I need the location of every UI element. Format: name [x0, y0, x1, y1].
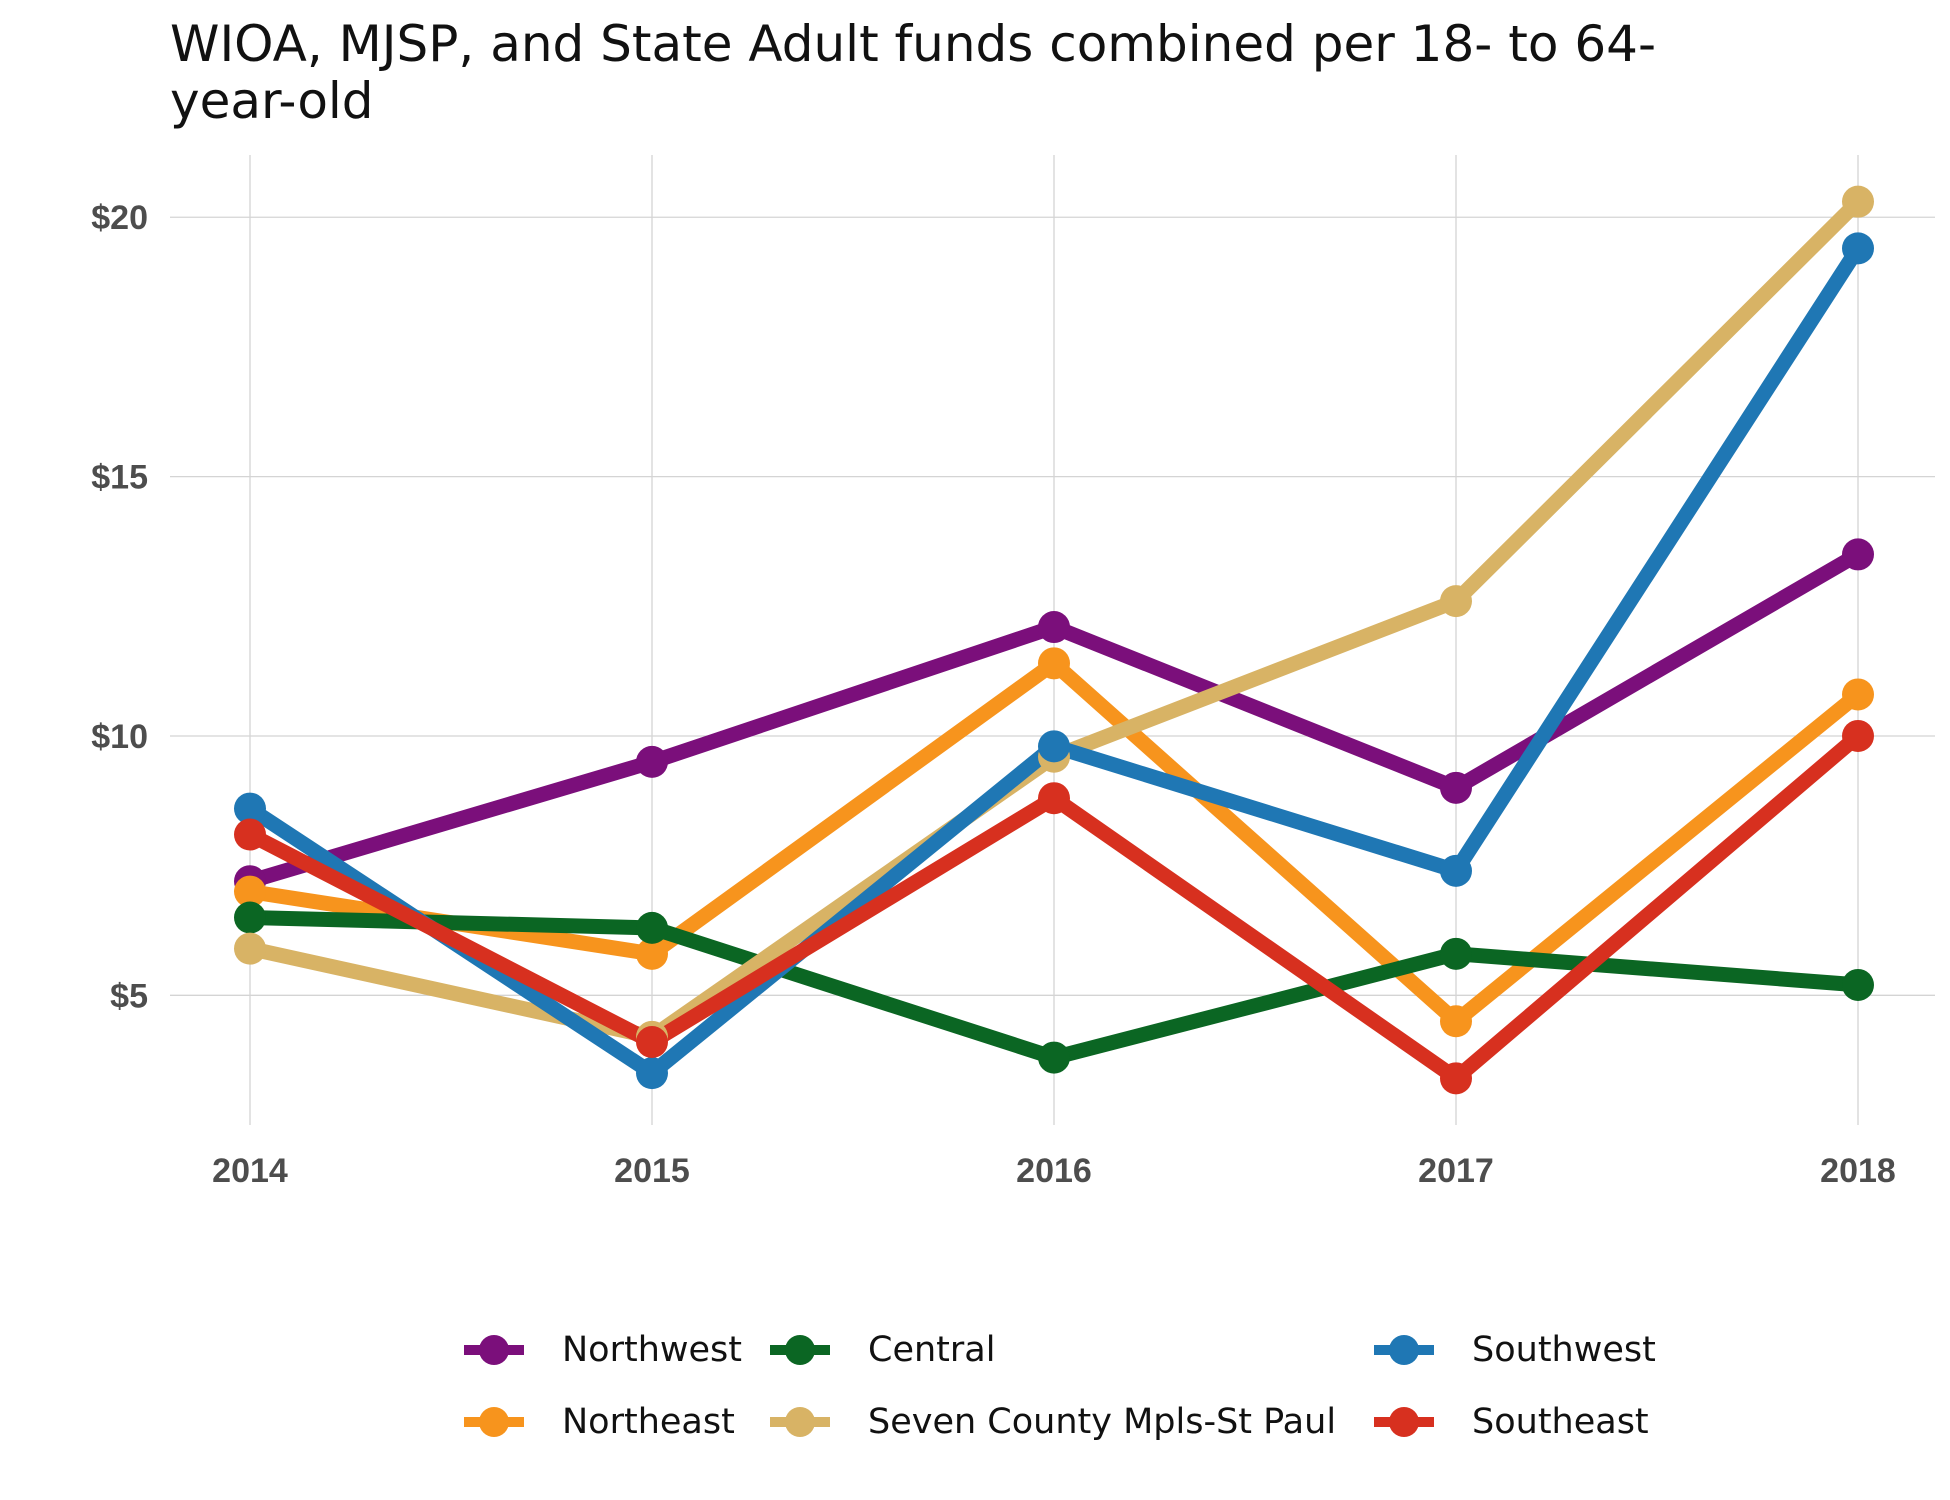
- data-point-southwest: [1842, 232, 1874, 265]
- legend-label: Northwest: [562, 1330, 743, 1370]
- y-tick-label: $10: [91, 718, 148, 756]
- data-point-southeast: [1038, 782, 1070, 815]
- legend-item-southeast: Southeast: [1370, 1392, 1649, 1452]
- data-point-northeast: [636, 937, 668, 970]
- data-point-seven-county-mpls-st-paul: [1842, 185, 1874, 218]
- data-point-northwest: [636, 745, 668, 778]
- legend-label: Northeast: [562, 1402, 735, 1442]
- chart-title: WIOA, MJSP, and State Adult funds combin…: [170, 15, 1656, 130]
- data-point-northwest: [1038, 611, 1070, 644]
- legend-item-seven-county-mpls-st-paul: Seven County Mpls-St Paul: [766, 1392, 1336, 1452]
- legend-key: [1370, 1392, 1438, 1452]
- y-tick-label: $20: [91, 199, 148, 237]
- data-point-northwest: [1440, 771, 1472, 804]
- data-point-central: [1842, 968, 1874, 1001]
- legend-item-central: Central: [766, 1320, 995, 1380]
- legend-label: Southeast: [1472, 1402, 1649, 1442]
- data-point-northeast: [234, 875, 266, 908]
- x-tick-label: 2016: [1016, 1152, 1092, 1190]
- y-tick-label: $5: [110, 977, 148, 1015]
- x-tick-label: 2017: [1418, 1152, 1494, 1190]
- data-point-seven-county-mpls-st-paul: [234, 932, 266, 965]
- legend-item-northwest: Northwest: [460, 1320, 742, 1380]
- legend-key: [766, 1320, 834, 1380]
- x-axis: 2014 2015 2016 2017 2018: [212, 1152, 1896, 1190]
- data-point-southeast: [1842, 719, 1874, 752]
- line-chart: $5 $10 $15 $20 2014 2015 2016 2017 2018: [91, 155, 1935, 1190]
- legend-key: [460, 1320, 528, 1380]
- data-point-northeast: [1842, 678, 1874, 711]
- legend-label: Central: [868, 1330, 996, 1370]
- x-tick-label: 2018: [1820, 1152, 1896, 1190]
- x-tick-label: 2015: [614, 1152, 690, 1190]
- legend-label: Southwest: [1472, 1330, 1656, 1370]
- data-point-southwest: [1038, 730, 1070, 763]
- y-axis: $5 $10 $15 $20: [91, 199, 148, 1015]
- data-point-southeast: [636, 1026, 668, 1059]
- legend: Northwest Central Southwest Northeast Seven …: [460, 1320, 1760, 1470]
- data-point-southeast: [234, 818, 266, 851]
- series-points: [234, 185, 1874, 1095]
- legend-key: [1370, 1320, 1438, 1380]
- data-point-central: [234, 901, 266, 934]
- data-point-northeast: [1440, 1005, 1472, 1038]
- data-point-central: [1440, 937, 1472, 970]
- data-point-central: [1038, 1041, 1070, 1074]
- data-point-southwest: [636, 1057, 668, 1090]
- y-tick-label: $15: [91, 459, 148, 497]
- data-point-southwest: [1440, 854, 1472, 887]
- data-point-northeast: [1038, 647, 1070, 680]
- legend-item-southwest: Southwest: [1370, 1320, 1656, 1380]
- legend-item-northeast: Northeast: [460, 1392, 735, 1452]
- data-point-central: [636, 911, 668, 944]
- data-point-northwest: [1842, 538, 1874, 571]
- legend-key: [766, 1392, 834, 1452]
- data-point-seven-county-mpls-st-paul: [1440, 585, 1472, 618]
- data-point-southeast: [1440, 1062, 1472, 1095]
- data-point-southwest: [234, 792, 266, 825]
- x-tick-label: 2014: [212, 1152, 288, 1190]
- legend-label: Seven County Mpls-St Paul: [868, 1402, 1337, 1442]
- legend-key: [460, 1392, 528, 1452]
